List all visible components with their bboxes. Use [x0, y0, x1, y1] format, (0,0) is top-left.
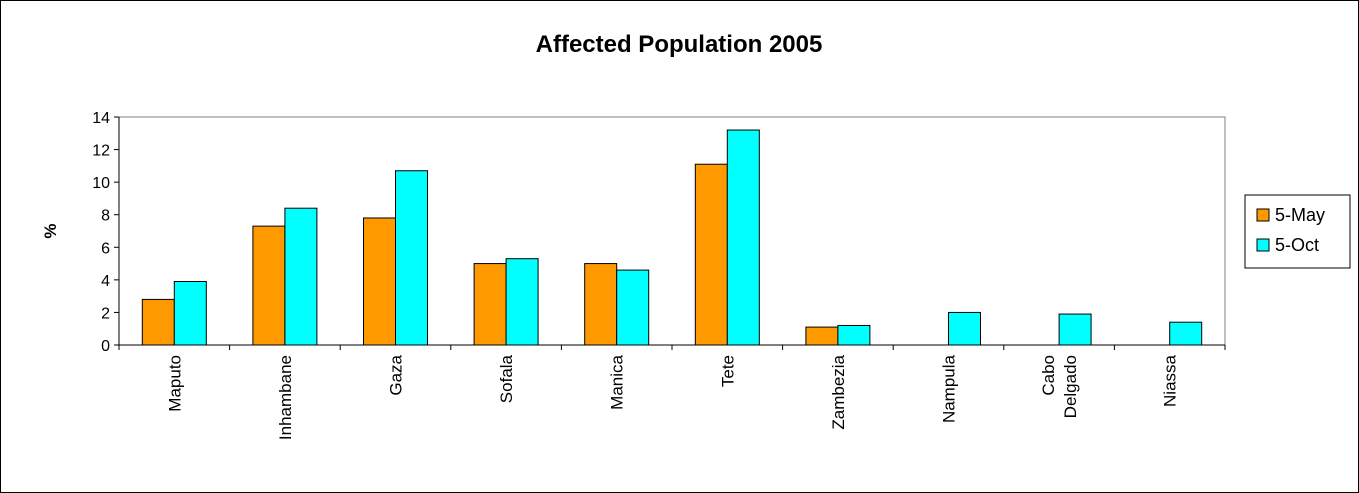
bar-5-Oct-Sofala	[505, 258, 539, 346]
bar-5-Oct-Zambezia	[837, 324, 871, 346]
bar-5-May-Maputo	[141, 298, 175, 346]
x-category-label: Zambezia	[829, 354, 848, 429]
bar-5-May-Manica	[584, 263, 618, 346]
bar-5-Oct-Maputo	[173, 280, 207, 346]
x-category-label: Niassa	[1161, 354, 1180, 407]
bar-5-Oct-Nampula	[948, 311, 981, 346]
axes: 0 2 4 6 8 10 12 14 Maputo Inhambane Gaza Sofala Mani…	[92, 110, 1226, 440]
bar-5-May-Gaza	[363, 217, 396, 346]
legend-swatch	[1256, 208, 1270, 222]
legend-swatch	[1256, 238, 1270, 252]
x-category-label: Cabo	[1039, 355, 1058, 396]
legend-label: 5-May	[1275, 205, 1325, 225]
legend-label: 5-Oct	[1275, 235, 1319, 255]
bars	[141, 129, 1203, 346]
bar-5-Oct-Gaza	[395, 170, 428, 346]
y-tick-label: 0	[101, 338, 110, 355]
x-category-label: Tete	[718, 355, 737, 387]
bar-5-Oct-Cabo-Delgado	[1058, 313, 1092, 346]
x-category-label: Gaza	[387, 354, 406, 395]
y-tick-label: 4	[101, 273, 110, 290]
y-tick-label: 8	[101, 208, 110, 225]
bar-5-May-Inhambane	[252, 225, 286, 346]
y-tick-label: 14	[92, 110, 110, 127]
x-category-label: Maputo	[165, 355, 184, 412]
x-category-label: Delgado	[1061, 355, 1080, 418]
x-category-label: Sofala	[497, 354, 516, 403]
y-tick-label: 6	[101, 240, 110, 257]
legend: 5-May 5-Oct	[1244, 194, 1351, 269]
x-category-label: Nampula	[940, 354, 959, 423]
bar-5-Oct-Inhambane	[284, 207, 318, 346]
legend-box	[1244, 194, 1351, 269]
bar-5-May-Zambezia	[805, 326, 839, 346]
bar-5-May-Tete	[694, 163, 728, 346]
bar-5-Oct-Manica	[616, 269, 650, 346]
y-axis-label: %	[41, 223, 60, 238]
bar-5-May-Sofala	[473, 263, 507, 346]
x-category-label: Inhambane	[276, 355, 295, 440]
bar-5-Oct-Niassa	[1169, 321, 1203, 346]
x-category-label: Manica	[608, 354, 627, 409]
y-tick-label: 12	[92, 143, 110, 160]
y-tick-label: 2	[101, 305, 110, 322]
bar-5-Oct-Tete	[726, 129, 760, 346]
chart-title: Affected Population 2005	[536, 31, 823, 58]
y-tick-label: 10	[92, 175, 110, 192]
